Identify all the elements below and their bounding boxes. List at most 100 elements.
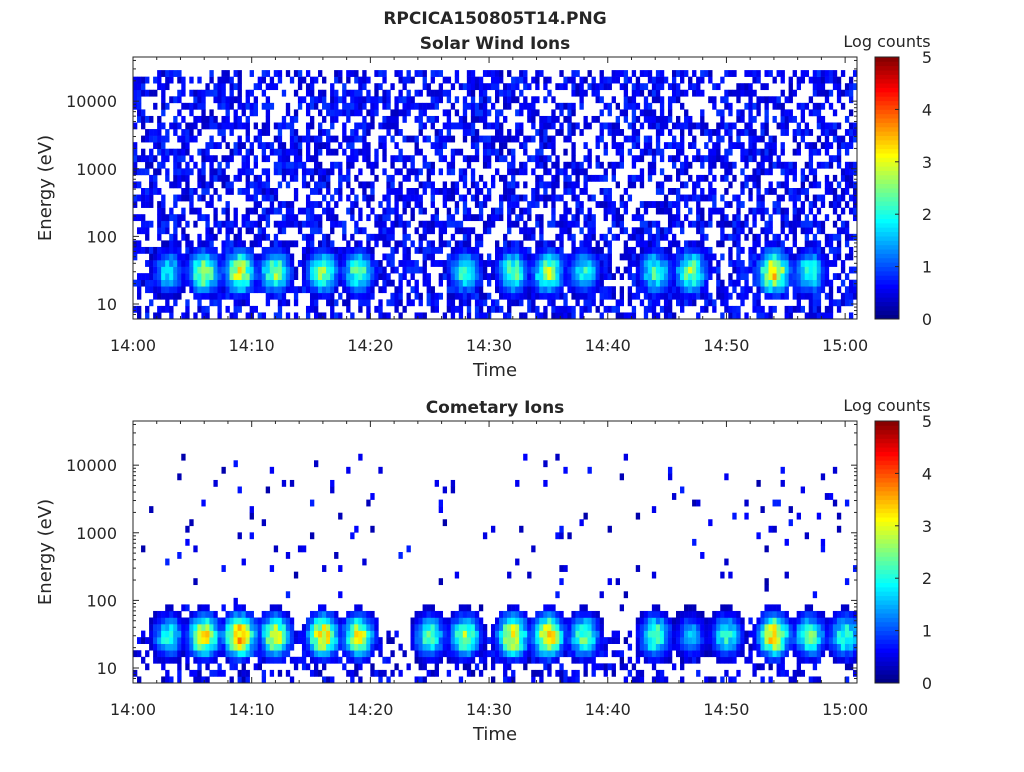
spectrogram-cell: [254, 650, 258, 657]
spectrogram-cell: [346, 267, 350, 274]
spectrogram-cell: [471, 260, 475, 267]
spectrogram-cell: [342, 254, 346, 261]
spectrogram-cell: [181, 280, 185, 287]
spectrogram-cell: [740, 247, 744, 254]
spectrogram-cell: [592, 83, 596, 90]
spectrogram-cell: [435, 221, 439, 228]
spectrogram-cell: [201, 650, 205, 657]
spectrogram-cell: [680, 247, 684, 254]
spectrogram-cell: [141, 116, 145, 123]
spectrogram-cell: [246, 136, 250, 143]
spectrogram-cell: [294, 293, 298, 300]
spectrogram-cell: [845, 129, 849, 136]
spectrogram-cell: [378, 83, 382, 90]
spectrogram-cell: [604, 254, 608, 261]
spectrogram-cell: [459, 286, 463, 293]
spectrogram-cell: [539, 273, 543, 280]
spectrogram-cell: [592, 227, 596, 234]
spectrogram-cell: [648, 293, 652, 300]
colorbar-segment: [875, 96, 899, 101]
spectrogram-cell: [736, 293, 740, 300]
spectrogram-cell: [664, 286, 668, 293]
spectrogram-cell: [817, 247, 821, 254]
spectrogram-cell: [793, 260, 797, 267]
spectrogram-cell: [612, 129, 616, 136]
spectrogram-cell: [234, 618, 238, 625]
spectrogram-cell: [604, 306, 608, 313]
spectrogram-cell: [668, 221, 672, 228]
spectrogram-cell: [716, 280, 720, 287]
spectrogram-cell: [161, 240, 165, 247]
spectrogram-cell: [644, 312, 648, 319]
spectrogram-cell: [157, 83, 161, 90]
spectrogram-cell: [209, 657, 213, 664]
spectrogram-cell: [648, 90, 652, 97]
spectrogram-cell: [720, 77, 724, 84]
spectrogram-cell: [732, 227, 736, 234]
spectrogram-cell: [567, 162, 571, 169]
spectrogram-cell: [334, 312, 338, 319]
spectrogram-cell: [668, 142, 672, 149]
spectrogram-cell: [773, 188, 777, 195]
spectrogram-cell: [648, 142, 652, 149]
spectrogram-cell: [547, 254, 551, 261]
spectrogram-cell: [358, 267, 362, 274]
spectrogram-cell: [306, 267, 310, 274]
spectrogram-cell: [752, 103, 756, 110]
spectrogram-cell: [221, 116, 225, 123]
spectrogram-cell: [785, 181, 789, 188]
spectrogram-cell: [230, 676, 234, 683]
spectrogram-cell: [567, 234, 571, 241]
spectrogram-cell: [596, 247, 600, 254]
spectrogram-cell: [752, 254, 756, 261]
spectrogram-cell: [314, 188, 318, 195]
spectrogram-cell: [189, 155, 193, 162]
spectrogram-cell: [322, 247, 326, 254]
spectrogram-cell: [684, 247, 688, 254]
spectrogram-cell: [781, 103, 785, 110]
spectrogram-cell: [636, 286, 640, 293]
spectrogram-cell: [411, 77, 415, 84]
spectrogram-cell: [555, 280, 559, 287]
spectrogram-cell: [254, 123, 258, 130]
spectrogram-cell: [205, 650, 209, 657]
spectrogram-cell: [213, 175, 217, 182]
spectrogram-cell: [270, 195, 274, 202]
spectrogram-cell: [238, 657, 242, 664]
spectrogram-cell: [551, 123, 555, 130]
spectrogram-cell: [173, 637, 177, 644]
spectrogram-cell: [777, 254, 781, 261]
spectrogram-cell: [692, 293, 696, 300]
spectrogram-cell: [322, 644, 326, 651]
spectrogram-cell: [306, 273, 310, 280]
spectrogram-cell: [588, 208, 592, 215]
spectrogram-cell: [306, 109, 310, 116]
spectrogram-cell: [334, 552, 338, 559]
spectrogram-cell: [773, 273, 777, 280]
spectrogram-cell: [254, 155, 258, 162]
spectrogram-cell: [278, 149, 282, 156]
spectrogram-cell: [419, 312, 423, 319]
spectrogram-cell: [479, 299, 483, 306]
spectrogram-cell: [688, 162, 692, 169]
spectrogram-cell: [282, 214, 286, 221]
spectrogram-cell: [535, 109, 539, 116]
spectrogram-cell: [318, 181, 322, 188]
spectrogram-cell: [829, 155, 833, 162]
spectrogram-cell: [338, 188, 342, 195]
spectrogram-cell: [583, 247, 587, 254]
spectrogram-cell: [724, 286, 728, 293]
spectrogram-cell: [507, 83, 511, 90]
spectrogram-cell: [696, 123, 700, 130]
spectrogram-cell: [266, 83, 270, 90]
spectrogram-cell: [708, 70, 712, 77]
spectrogram-cell: [507, 96, 511, 103]
spectrogram-cell: [604, 168, 608, 175]
spectrogram-cell: [495, 155, 499, 162]
spectrogram-cell: [254, 286, 258, 293]
spectrogram-cell: [592, 221, 596, 228]
spectrogram-cell: [503, 195, 507, 202]
spectrogram-cell: [161, 149, 165, 156]
spectrogram-cell: [571, 195, 575, 202]
spectrogram-cell: [829, 103, 833, 110]
